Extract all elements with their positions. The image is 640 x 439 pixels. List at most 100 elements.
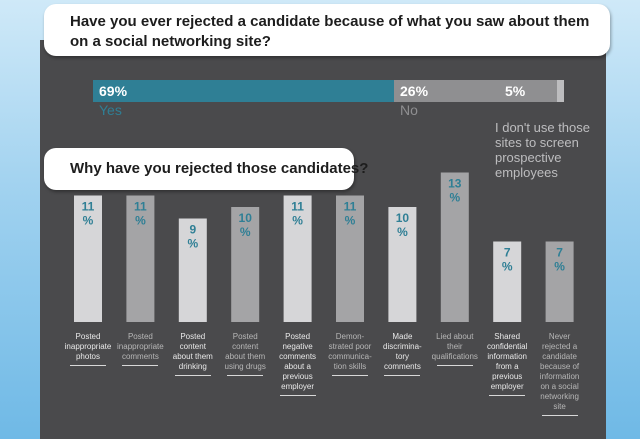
- category-label-line: comments: [279, 352, 317, 361]
- category-label-line: networking: [540, 392, 579, 401]
- category-label: Made discrimina-tory comments: [367, 332, 437, 376]
- category-label-line: discrimina-: [383, 342, 422, 351]
- label-underline: [227, 375, 264, 376]
- label-underline: [70, 365, 106, 366]
- bar-value-unit: %: [135, 214, 146, 228]
- category-label-line: Posted: [232, 332, 258, 341]
- category-label-line: rejected a: [542, 342, 578, 351]
- category-label-line: content: [232, 342, 259, 351]
- bar-9: [493, 241, 522, 322]
- category-label-line: information: [487, 352, 527, 361]
- category-label-line: comments: [383, 362, 421, 371]
- bar-1: [74, 195, 102, 322]
- bar-value-label: 7: [556, 246, 563, 260]
- no-label: No: [400, 102, 418, 118]
- category-label-line: from a: [495, 362, 519, 371]
- bar-value-label: 10: [239, 211, 253, 225]
- bar-value-unit: %: [187, 237, 198, 251]
- category-label-line: Demon-: [335, 332, 365, 341]
- label-underline: [279, 395, 316, 396]
- category-label: Posted content about them using drugs: [210, 332, 280, 376]
- category-label: Lied about their qualifications: [420, 332, 490, 366]
- category-label-line: Posted: [285, 332, 311, 341]
- other-label: I don't use those sites to screen prospe…: [495, 120, 590, 180]
- category-label-line: site: [553, 402, 566, 411]
- bar-value-label: 11: [344, 200, 357, 214]
- label-underline: [384, 375, 421, 376]
- category-label-line: photos: [75, 352, 101, 361]
- category-label: Demon-strated poor communica-tion skills: [315, 332, 385, 376]
- bar-value-label: 7: [504, 246, 511, 260]
- category-label-line: candidate: [542, 352, 577, 361]
- bar-4: [231, 207, 260, 322]
- stacked-bar: 69% 26% 5%: [93, 80, 564, 102]
- category-label-line: using drugs: [224, 362, 266, 371]
- category-label-line: on a social: [540, 382, 579, 391]
- category-label-line: Lied about: [436, 332, 474, 341]
- label-underline: [436, 365, 473, 366]
- question-1-bubble: Have you ever rejected a candidate becau…: [44, 4, 610, 56]
- category-label: Posted inappropriate comments: [105, 332, 175, 366]
- category-label-line: Posted: [180, 332, 206, 341]
- category-label: Never rejected a candidate because of inform…: [525, 332, 595, 416]
- other-segment: [557, 80, 564, 102]
- category-label-line: about them: [225, 352, 266, 361]
- bar-value-unit: %: [83, 214, 94, 228]
- category-label-line: negative: [282, 342, 313, 351]
- bar-value-unit: %: [449, 191, 460, 205]
- label-underline: [332, 375, 368, 376]
- bar-value-label: 13: [448, 177, 462, 191]
- category-label-line: previous: [282, 372, 313, 381]
- category-label-line: Shared: [494, 332, 521, 341]
- bar-value-unit: %: [345, 214, 356, 228]
- bar-8: [440, 172, 469, 322]
- category-label-line: drinking: [178, 362, 207, 371]
- category-label-line: strated poor: [328, 342, 372, 351]
- category-label: Posted content about them drinking: [158, 332, 228, 376]
- bar-10: [545, 241, 574, 322]
- bar-value-label: 11: [291, 200, 304, 214]
- category-label-line: communica-: [328, 352, 372, 361]
- bar-value-label: 10: [396, 211, 410, 225]
- question-2-bubble: Why have you rejected those candidates?: [44, 148, 368, 190]
- category-label: Posted inappropriate photos: [53, 332, 123, 366]
- category-label-line: employer: [490, 382, 524, 391]
- category-label-line: qualifications: [431, 352, 478, 361]
- category-label-line: information: [539, 372, 580, 381]
- category-label-line: content: [179, 342, 206, 351]
- category-label-line: inappropriate comments: [117, 342, 164, 361]
- other-percent: 5%: [505, 83, 526, 99]
- bar-6: [336, 195, 364, 322]
- bar-value-unit: %: [502, 260, 513, 274]
- category-label: Shared confidential information from a previ…: [472, 332, 542, 396]
- bar-value-label: 11: [82, 200, 95, 214]
- question-2-text: Why have you rejected those candidates?: [70, 160, 369, 177]
- bar-5: [283, 195, 312, 322]
- category-label-line: employer: [281, 382, 315, 391]
- label-underline: [174, 375, 211, 376]
- label-underline: [489, 395, 526, 396]
- category-label: Posted negative comments about a previous emp…: [263, 332, 333, 396]
- category-label-line: Posted: [75, 332, 101, 341]
- bar-2: [126, 195, 155, 322]
- bar-value-unit: %: [292, 214, 303, 228]
- bar-value-unit: %: [240, 225, 251, 239]
- category-label-line: Posted: [127, 332, 153, 341]
- label-underline: [541, 415, 578, 416]
- category-label-line: their: [447, 342, 463, 351]
- category-label-line: confidential: [486, 342, 528, 351]
- bar-7: [388, 207, 417, 322]
- bar-3: [178, 218, 207, 322]
- category-label-line: about a: [284, 362, 311, 371]
- bar-value-unit: %: [554, 260, 565, 274]
- category-label-line: inappropriate: [64, 342, 112, 351]
- bar-value-label: 9: [189, 223, 196, 237]
- category-label-line: Never: [548, 332, 571, 341]
- category-label-line: about them: [172, 352, 213, 361]
- bar-value-label: 11: [134, 200, 147, 214]
- category-label-line: tion skills: [333, 362, 367, 371]
- yes-label: Yes: [99, 102, 122, 118]
- yes-segment: 69%: [93, 80, 394, 102]
- yes-percent: 69%: [99, 83, 128, 99]
